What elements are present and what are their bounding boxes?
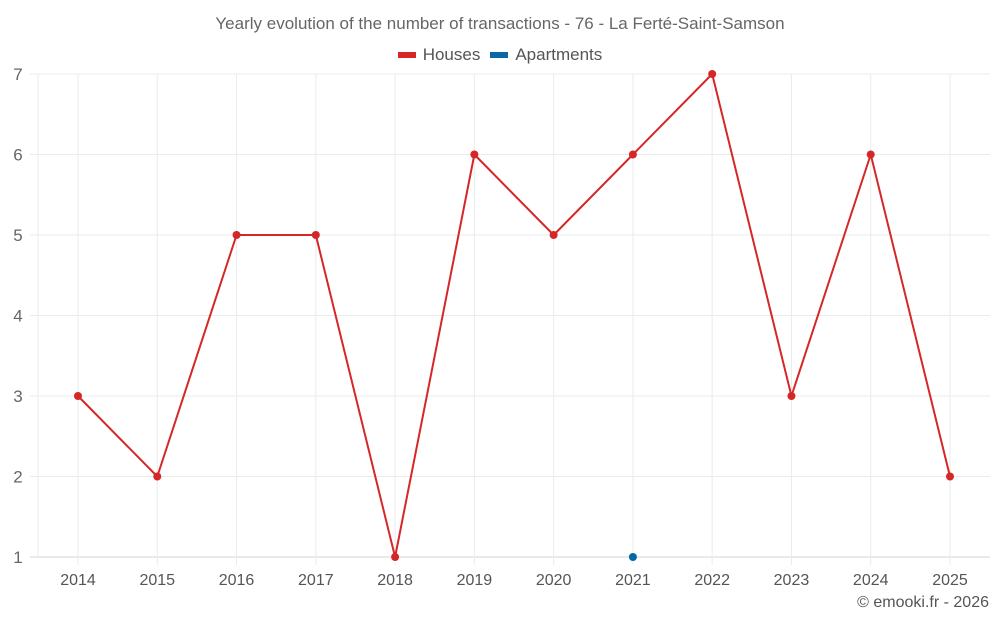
y-tick-label: 2	[13, 468, 22, 487]
data-point-houses[interactable]	[708, 70, 717, 78]
x-tick-label: 2025	[932, 572, 968, 589]
data-point-houses[interactable]	[549, 231, 558, 239]
x-tick-label: 2024	[853, 572, 889, 589]
legend-item-houses[interactable]: Houses	[397, 45, 481, 65]
x-tick-label: 2016	[219, 572, 255, 589]
x-tick-label: 2022	[694, 572, 730, 589]
series-line-houses	[77, 73, 951, 558]
x-tick-label: 2019	[457, 572, 493, 589]
x-tick-label: 2017	[298, 572, 334, 589]
y-tick-label: 4	[13, 307, 22, 326]
y-tick-label: 1	[13, 548, 22, 567]
y-tick-label: 3	[13, 387, 22, 406]
legend-label-houses: Houses	[422, 45, 481, 64]
x-tick-label: 2020	[536, 572, 572, 589]
data-point-houses[interactable]	[232, 231, 241, 239]
houses-swatch-icon	[397, 52, 416, 58]
y-tick-label: 5	[13, 226, 22, 245]
data-point-houses[interactable]	[946, 472, 954, 481]
data-point-houses[interactable]	[311, 231, 320, 239]
series-lines	[74, 70, 954, 561]
x-tick-label: 2023	[774, 572, 810, 589]
x-tick-label: 2015	[139, 572, 175, 589]
legend-label-apartments: Apartments	[515, 45, 603, 64]
data-point-houses[interactable]	[628, 150, 637, 159]
y-tick-label: 7	[13, 65, 22, 84]
x-tick-label: 2018	[377, 572, 413, 589]
x-tick-label: 2014	[60, 572, 96, 589]
data-point-houses[interactable]	[74, 392, 82, 400]
data-point-houses[interactable]	[153, 472, 162, 481]
legend: Houses Apartments	[0, 45, 1000, 65]
axis-labels: 1 2 3 4 5 6 7 2014 2015 2016 2017 2018 2019 2020 2021 2…	[13, 65, 968, 589]
data-point-apartments[interactable]	[628, 553, 637, 561]
grid-lines	[30, 73, 990, 565]
chart-title: Yearly evolution of the number of transa…	[215, 14, 785, 33]
data-point-houses[interactable]	[866, 150, 875, 159]
data-point-houses[interactable]	[787, 392, 796, 400]
x-tick-label: 2021	[615, 572, 651, 589]
copyright-credit: © emooki.fr - 2026	[857, 594, 989, 611]
data-point-houses[interactable]	[391, 553, 400, 561]
y-tick-label: 6	[13, 146, 22, 165]
legend-item-apartments[interactable]: Apartments	[490, 45, 602, 65]
apartments-swatch-icon	[490, 52, 509, 58]
data-point-houses[interactable]	[470, 150, 479, 159]
